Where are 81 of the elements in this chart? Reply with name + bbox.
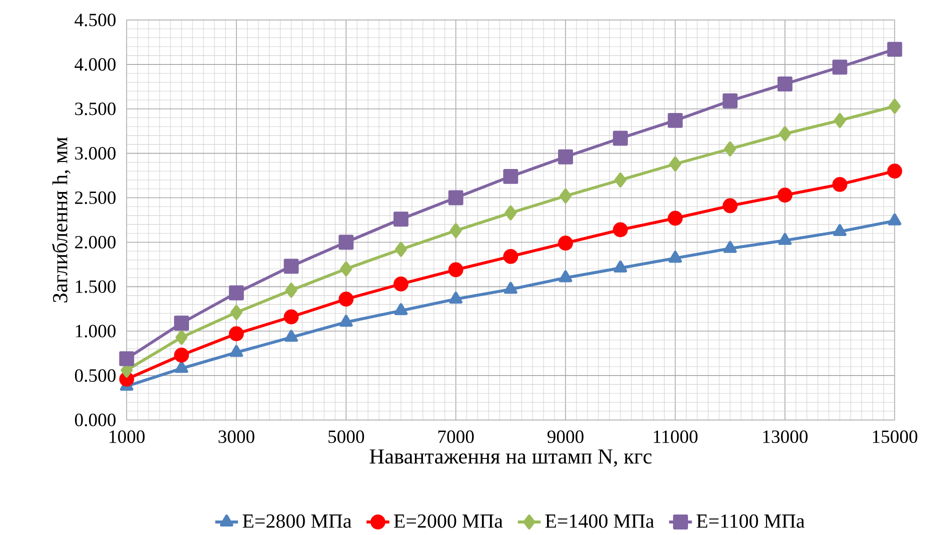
point bbox=[228, 326, 244, 342]
point bbox=[834, 112, 846, 128]
point bbox=[560, 188, 572, 204]
y-tick-label: 3.000 bbox=[75, 146, 116, 160]
point bbox=[614, 260, 628, 272]
point bbox=[614, 172, 626, 188]
point bbox=[558, 270, 572, 282]
point bbox=[612, 222, 628, 238]
legend-label: E=2800 МПа bbox=[242, 514, 352, 528]
point bbox=[722, 198, 738, 214]
y-tick-label: 0.500 bbox=[74, 369, 116, 382]
x-tick-label: 11000 bbox=[654, 430, 698, 444]
point bbox=[230, 344, 244, 357]
point bbox=[230, 304, 242, 320]
x-tick-label: 13000 bbox=[763, 430, 808, 444]
x-tick-label: 9000 bbox=[547, 430, 584, 444]
legend-label: E=1100 МПа bbox=[696, 514, 805, 528]
legend-label: E=1400 МПа bbox=[545, 514, 654, 528]
point bbox=[174, 360, 188, 373]
point bbox=[174, 316, 189, 331]
point bbox=[669, 156, 682, 172]
point bbox=[285, 282, 298, 298]
point bbox=[722, 93, 738, 108]
point bbox=[888, 213, 902, 226]
point bbox=[832, 60, 848, 75]
point bbox=[228, 285, 244, 300]
point bbox=[668, 250, 682, 263]
point bbox=[340, 261, 352, 276]
x-axis-title: Навантаження на штамп N, кгс bbox=[370, 449, 652, 467]
point bbox=[176, 330, 188, 345]
x-tick-label: 1000 bbox=[110, 430, 145, 444]
point bbox=[339, 314, 353, 327]
y-tick-label: 1.000 bbox=[76, 324, 116, 338]
point bbox=[778, 126, 791, 142]
point bbox=[778, 232, 792, 245]
point bbox=[668, 112, 683, 128]
point bbox=[887, 164, 902, 179]
point bbox=[119, 351, 134, 366]
point bbox=[504, 282, 518, 294]
point bbox=[284, 258, 299, 274]
point bbox=[448, 190, 464, 206]
point bbox=[558, 149, 573, 164]
point bbox=[284, 309, 299, 324]
point bbox=[174, 348, 189, 363]
point bbox=[504, 205, 517, 220]
point bbox=[724, 141, 736, 156]
point bbox=[777, 188, 792, 203]
point bbox=[777, 76, 792, 92]
y-tick-label: 2.500 bbox=[75, 191, 116, 204]
point bbox=[503, 168, 518, 184]
point bbox=[450, 223, 462, 238]
point bbox=[888, 98, 901, 114]
point bbox=[394, 242, 407, 257]
x-tick-label: 15000 bbox=[872, 430, 918, 444]
point bbox=[887, 42, 902, 57]
point bbox=[833, 224, 846, 236]
point bbox=[338, 234, 354, 250]
point bbox=[832, 176, 848, 192]
point bbox=[393, 212, 408, 227]
point bbox=[338, 292, 354, 307]
y-tick-label: 4.500 bbox=[74, 14, 116, 26]
y-tick-label: 4.000 bbox=[74, 58, 116, 71]
point bbox=[448, 262, 464, 278]
x-tick-label: 7000 bbox=[438, 430, 474, 444]
y-tick-label: 2.000 bbox=[75, 236, 116, 249]
y-tick-label: 1.500 bbox=[76, 280, 116, 294]
point bbox=[668, 210, 683, 226]
point bbox=[449, 292, 462, 304]
legend-label: E=2000 МПа bbox=[394, 514, 503, 528]
x-tick-label: 3000 bbox=[218, 430, 254, 444]
point bbox=[558, 236, 573, 251]
y-axis-title: Заглиблення h, мм bbox=[52, 137, 70, 302]
point bbox=[723, 240, 737, 253]
y-tick-label: 0.000 bbox=[74, 414, 116, 426]
point bbox=[394, 303, 408, 316]
x-tick-label: 5000 bbox=[328, 430, 364, 444]
point bbox=[393, 276, 408, 292]
point bbox=[503, 248, 518, 264]
point bbox=[612, 130, 628, 146]
y-tick-label: 3.500 bbox=[75, 102, 116, 116]
point bbox=[284, 330, 298, 342]
